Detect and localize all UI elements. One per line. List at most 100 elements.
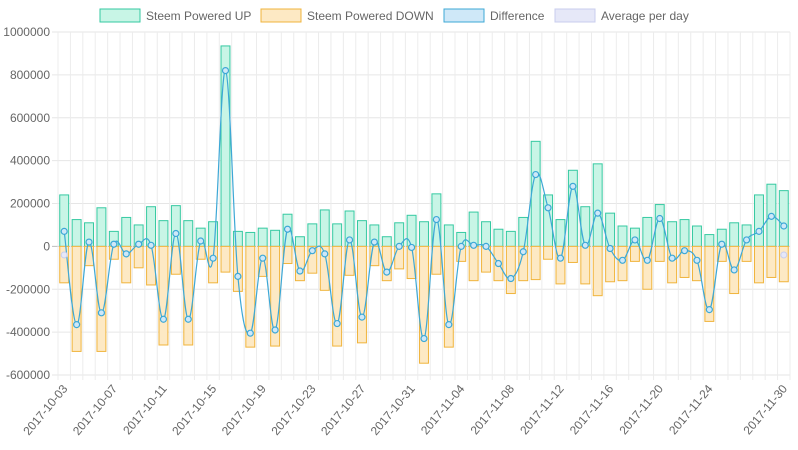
difference-point[interactable] <box>345 236 354 244</box>
bar-powered-down[interactable] <box>431 245 442 275</box>
average-point[interactable] <box>60 251 68 259</box>
difference-point[interactable] <box>494 259 503 268</box>
bar-powered-up[interactable] <box>667 221 678 247</box>
difference-point[interactable] <box>159 315 168 323</box>
bar-powered-up[interactable] <box>96 207 107 247</box>
difference-point[interactable] <box>631 236 639 244</box>
bar-powered-down[interactable] <box>84 245 94 267</box>
bar-powered-down[interactable] <box>543 245 554 260</box>
bar-powered-down[interactable] <box>592 245 603 297</box>
bar-powered-down[interactable] <box>778 245 789 283</box>
bar-powered-down[interactable] <box>754 245 764 284</box>
bar-powered-up[interactable] <box>270 229 281 247</box>
difference-point[interactable] <box>606 244 614 253</box>
difference-point[interactable] <box>321 250 329 258</box>
bar-powered-up[interactable] <box>679 219 690 247</box>
difference-point[interactable] <box>544 204 552 212</box>
difference-point[interactable] <box>383 268 391 276</box>
bar-powered-up[interactable] <box>530 140 541 247</box>
difference-point[interactable] <box>246 329 254 337</box>
bar-powered-down[interactable] <box>220 245 231 273</box>
difference-point[interactable] <box>742 236 751 244</box>
difference-point[interactable] <box>420 334 428 343</box>
difference-point[interactable] <box>407 243 416 252</box>
difference-point[interactable] <box>569 182 577 190</box>
bar-powered-up[interactable] <box>59 194 70 247</box>
bar-powered-down[interactable] <box>59 245 70 284</box>
bar-powered-up[interactable] <box>592 163 603 247</box>
difference-point[interactable] <box>296 267 304 275</box>
bar-powered-down[interactable] <box>505 245 516 295</box>
difference-point[interactable] <box>445 321 453 329</box>
difference-point[interactable] <box>60 227 68 235</box>
bar-powered-up[interactable] <box>468 211 479 247</box>
bar-powered-down[interactable] <box>319 245 330 291</box>
bar-powered-down[interactable] <box>443 245 454 348</box>
difference-point[interactable] <box>197 237 205 245</box>
bar-powered-up[interactable] <box>170 205 181 247</box>
bar-powered-up[interactable] <box>121 216 132 247</box>
bar-powered-up[interactable] <box>245 231 256 247</box>
bar-powered-up[interactable] <box>505 230 516 247</box>
bar-powered-down[interactable] <box>629 245 640 262</box>
difference-point[interactable] <box>85 238 93 246</box>
bar-powered-up[interactable] <box>443 224 454 247</box>
bar-powered-up[interactable] <box>729 222 740 247</box>
bar-powered-up[interactable] <box>419 221 429 247</box>
difference-point[interactable] <box>73 321 81 329</box>
bar-powered-down[interactable] <box>183 245 194 346</box>
difference-point[interactable] <box>507 274 515 283</box>
bar-powered-up[interactable] <box>778 190 789 247</box>
difference-point[interactable] <box>532 170 540 179</box>
bar-powered-down[interactable] <box>667 245 678 284</box>
difference-point[interactable] <box>259 254 267 262</box>
difference-point[interactable] <box>358 313 366 321</box>
difference-point[interactable] <box>680 247 689 255</box>
bar-powered-down[interactable] <box>381 245 392 282</box>
difference-point[interactable] <box>470 241 478 249</box>
bar-powered-down[interactable] <box>530 245 541 281</box>
bar-powered-up[interactable] <box>691 225 702 247</box>
bar-powered-down[interactable] <box>356 245 367 344</box>
difference-point[interactable] <box>370 238 378 246</box>
difference-point[interactable] <box>718 240 726 248</box>
difference-point[interactable] <box>184 315 192 323</box>
bar-powered-up[interactable] <box>146 206 157 247</box>
difference-point[interactable] <box>482 242 490 250</box>
difference-point[interactable] <box>209 254 217 262</box>
bar-powered-down[interactable] <box>741 245 752 262</box>
difference-point[interactable] <box>767 212 775 220</box>
difference-point[interactable] <box>705 306 713 314</box>
difference-point[interactable] <box>457 242 465 250</box>
legend-item[interactable]: Difference <box>443 8 545 23</box>
difference-point[interactable] <box>668 254 676 262</box>
difference-point[interactable] <box>97 309 106 317</box>
bar-powered-up[interactable] <box>704 234 715 247</box>
bar-powered-down[interactable] <box>121 245 132 284</box>
difference-point[interactable] <box>308 247 316 255</box>
difference-point[interactable] <box>395 242 403 250</box>
bar-powered-down[interactable] <box>245 245 256 348</box>
bar-powered-down[interactable] <box>369 245 380 267</box>
bar-powered-down[interactable] <box>232 245 243 292</box>
bar-powered-down[interactable] <box>71 245 82 352</box>
legend-item[interactable]: Steem Powered DOWN <box>260 8 434 23</box>
bar-powered-down[interactable] <box>518 245 529 282</box>
bar-powered-up[interactable] <box>356 220 367 247</box>
bar-powered-down[interactable] <box>766 245 777 278</box>
bar-powered-down[interactable] <box>642 245 653 290</box>
difference-point[interactable] <box>730 266 738 274</box>
legend-item[interactable]: Steem Powered UP <box>99 8 251 23</box>
bar-powered-up[interactable] <box>381 236 392 247</box>
bar-powered-down[interactable] <box>704 245 715 322</box>
bar-powered-up[interactable] <box>220 45 231 247</box>
bar-powered-up[interactable] <box>754 194 764 247</box>
difference-point[interactable] <box>172 229 180 238</box>
difference-point[interactable] <box>643 256 651 264</box>
difference-point[interactable] <box>234 272 242 280</box>
difference-point[interactable] <box>519 248 527 256</box>
average-point[interactable] <box>780 251 788 259</box>
difference-point[interactable] <box>110 240 118 248</box>
bar-powered-down[interactable] <box>654 245 665 262</box>
bar-powered-up[interactable] <box>183 220 194 247</box>
